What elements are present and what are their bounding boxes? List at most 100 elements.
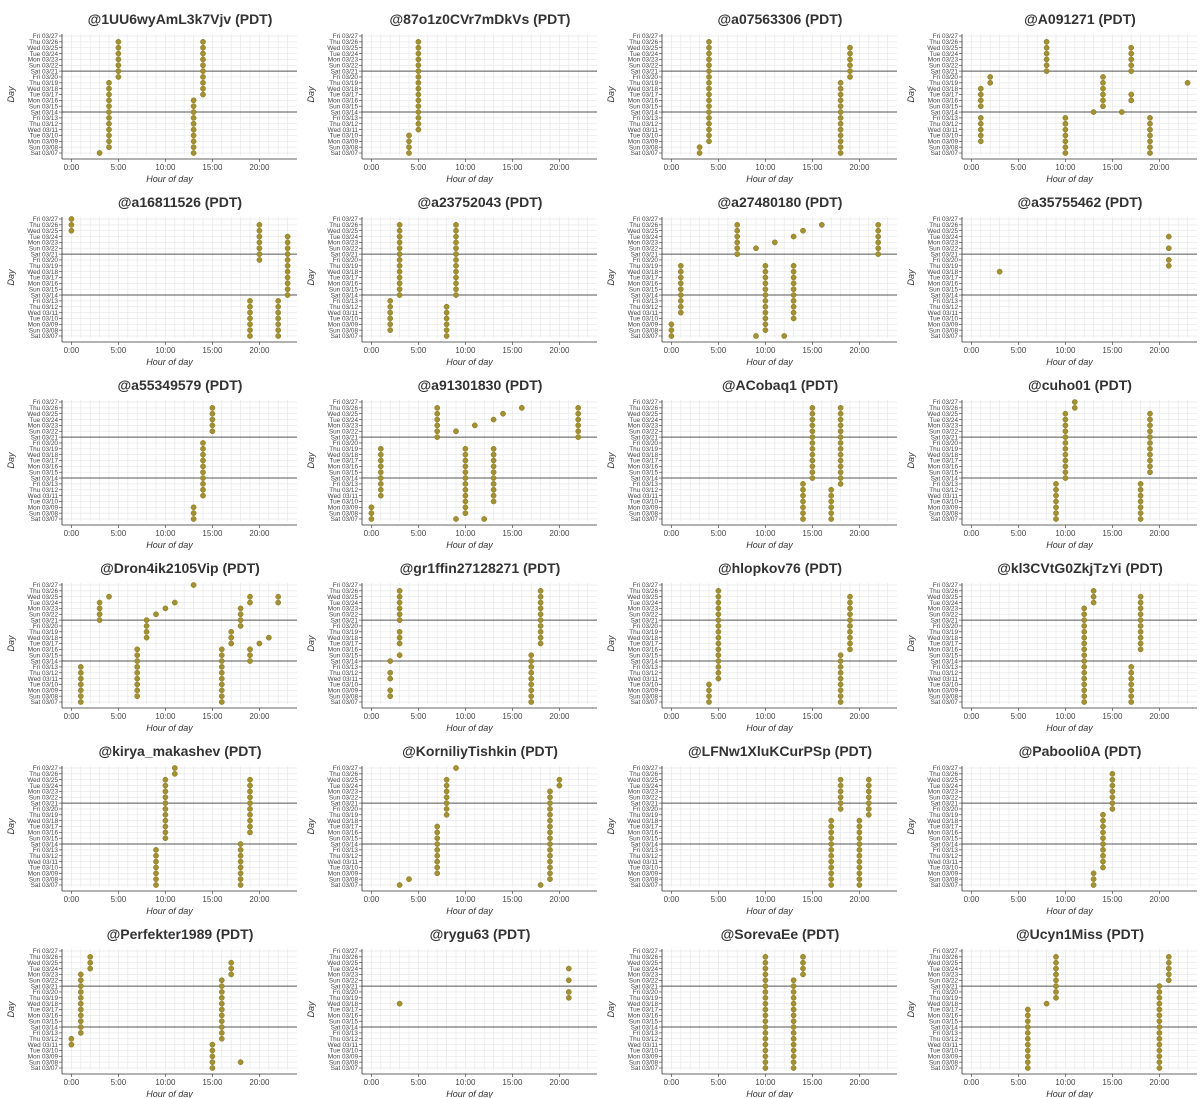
y-tick-label: Tue 03/24 [329, 234, 358, 241]
data-point [837, 91, 844, 98]
y-tick-label: Tue 03/10 [629, 133, 658, 140]
data-point [837, 788, 844, 795]
x-tick-label: 20:00 [849, 895, 870, 904]
x-tick-label: 20:00 [249, 163, 270, 172]
data-point [1156, 989, 1163, 995]
data-point [284, 257, 291, 263]
x-tick-label: 0:00 [364, 346, 380, 355]
data-point [377, 457, 384, 464]
y-tick-label: Fri 03/20 [933, 257, 959, 264]
data-point [134, 652, 141, 659]
y-tick-label: Sat 03/21 [31, 617, 59, 624]
data-point [162, 811, 169, 818]
data-point [828, 841, 835, 847]
data-point [247, 309, 253, 316]
y-tick-label: Wed 03/18 [327, 269, 358, 276]
chart-panel: @a55349579 (PDT) Fri 03/27 Thu 03/26 Wed 03… [0, 366, 300, 550]
y-axis-label: Day [306, 635, 316, 652]
data-point [1053, 498, 1059, 505]
y-tick-label: Tue 03/24 [929, 783, 958, 790]
data-point [828, 492, 835, 499]
data-point [1147, 138, 1153, 145]
data-point [762, 1041, 769, 1048]
y-axis-label: Day [906, 269, 916, 286]
x-axis-label: Hour of day [1046, 906, 1093, 916]
data-point [209, 1041, 216, 1048]
y-tick-label: Wed 03/18 [627, 452, 658, 459]
y-tick-label: Fri 03/13 [33, 664, 59, 671]
y-tick-label: Tue 03/17 [629, 458, 658, 465]
y-tick-label: Sun 03/08 [29, 144, 59, 151]
data-point [762, 309, 769, 316]
data-point [387, 327, 394, 333]
y-tick-label: Mon 03/23 [28, 606, 59, 613]
data-point [1043, 44, 1050, 51]
data-point [387, 669, 394, 676]
x-tick-label: 20:00 [549, 163, 570, 172]
data-point [275, 599, 282, 606]
data-point [837, 664, 844, 670]
y-tick-label: Sun 03/22 [29, 977, 59, 984]
y-tick-label: Sun 03/22 [629, 62, 659, 69]
data-point [762, 977, 769, 984]
data-point [284, 292, 291, 298]
data-point [762, 1000, 769, 1007]
data-point [809, 434, 816, 440]
y-tick-label: Sat 03/14 [631, 475, 659, 482]
data-point [377, 463, 384, 470]
data-point [284, 286, 291, 293]
data-point [528, 675, 535, 682]
data-point [715, 664, 722, 670]
data-point [790, 298, 797, 304]
data-point [237, 882, 244, 888]
y-tick-label: Tue 03/24 [629, 51, 658, 58]
data-point [453, 428, 459, 435]
data-point [256, 233, 263, 240]
y-tick-label: Tue 03/10 [29, 316, 58, 323]
data-point [247, 327, 253, 333]
data-point [847, 628, 853, 635]
data-point [528, 669, 535, 676]
y-tick-label: Thu 03/26 [629, 771, 658, 778]
y-tick-label: Wed 03/11 [928, 859, 959, 866]
y-tick-label: Tue 03/24 [329, 783, 358, 790]
y-tick-label: Mon 03/23 [628, 57, 659, 64]
y-tick-label: Fri 03/27 [33, 33, 59, 40]
data-point [434, 870, 441, 877]
data-point [1024, 1065, 1031, 1071]
data-point [837, 687, 844, 694]
y-tick-label: Mon 03/09 [928, 322, 959, 329]
chart-panel: @1UU6wyAmL3k7Vjv (PDT) Fri 03/27 Thu 03/26… [0, 0, 300, 184]
x-axis-label: Hour of day [446, 540, 493, 550]
x-tick-label: 15:00 [1102, 712, 1123, 721]
data-point [443, 309, 450, 316]
y-tick-label: Wed 03/18 [927, 635, 958, 642]
chart-panel: @A091271 (PDT) Fri 03/27 Thu 03/26 Wed 03/2… [900, 0, 1200, 184]
data-point [837, 782, 844, 789]
data-point [1081, 634, 1088, 641]
y-tick-label: Thu 03/19 [29, 629, 58, 636]
data-point [1062, 428, 1069, 435]
data-point [247, 593, 253, 600]
data-point [218, 646, 225, 653]
data-point [1090, 588, 1097, 594]
data-point [171, 771, 178, 777]
y-tick-label: Mon 03/16 [28, 830, 59, 837]
data-point [1109, 782, 1116, 789]
data-point [677, 280, 684, 287]
data-point [77, 681, 84, 688]
y-tick-label: Mon 03/16 [328, 281, 359, 288]
data-point [1024, 1024, 1031, 1030]
y-tick-label: Mon 03/09 [28, 871, 59, 878]
y-tick-label: Sat 03/21 [631, 983, 659, 990]
data-point [856, 829, 863, 836]
y-tick-label: Wed 03/25 [27, 777, 58, 784]
y-tick-label: Sat 03/14 [931, 475, 959, 482]
chart-title: @kl3CVtG0ZkjTzYi (PDT) [997, 560, 1163, 576]
data-point [528, 687, 535, 694]
data-point [396, 274, 403, 281]
data-point [77, 699, 84, 705]
x-axis-label: Hour of day [146, 540, 193, 550]
data-point [462, 451, 469, 458]
